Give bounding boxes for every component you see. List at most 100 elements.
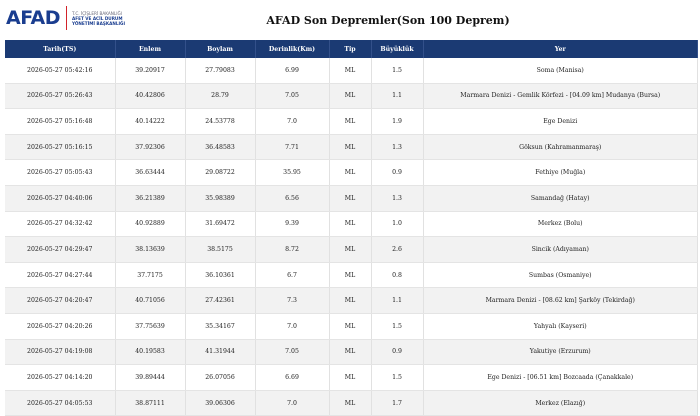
logo-sub-line3: YÖNETİMİ BAŞKANLIĞI: [71, 20, 126, 26]
cell-location: Sincik (Adıyaman): [423, 236, 698, 263]
cell-location: Fethiye (Muğla): [423, 159, 698, 186]
cell-latitude: 39.20917: [115, 58, 186, 84]
cell-magnitude: 1.5: [371, 364, 424, 391]
cell-date: 2026-05-27 04:27:44: [5, 262, 116, 289]
cell-longitude: 36.48583: [185, 134, 256, 161]
cell-longitude: 31.69472: [185, 211, 256, 238]
cell-depth: 6.99: [255, 58, 330, 84]
table-row[interactable]: 2026-05-27 04:27:44 37.7175 36.10361 6.7 ML 0…: [5, 262, 698, 289]
cell-latitude: 37.7175: [115, 262, 186, 289]
table-row[interactable]: 2026-05-27 05:05:43 36.63444 29.08722 35.95…: [5, 159, 698, 186]
column-header-date[interactable]: Tarih(TS): [5, 40, 116, 58]
table-row[interactable]: 2026-05-27 04:05:53 38.87111 39.06306 7.0 ML…: [5, 390, 698, 416]
cell-type: ML: [329, 185, 372, 212]
table-header-row: Tarih(TS) Enlem Boylam Derinlik(Km) Tip Büyük…: [5, 40, 698, 58]
cell-latitude: 36.63444: [115, 159, 186, 186]
logo-subtitle: T.C. İÇİŞLERİ BAKANLIĞI AFET VE ACİL DUR…: [72, 11, 125, 26]
cell-magnitude: 1.9: [371, 108, 424, 135]
cell-date: 2026-05-27 04:14:20: [5, 364, 116, 391]
cell-magnitude: 0.9: [371, 339, 424, 366]
cell-location: Merkez (Elazığ): [423, 390, 698, 416]
table-row[interactable]: 2026-05-27 04:20:26 37.75639 35.34167 7.0 ML…: [5, 313, 698, 340]
cell-date: 2026-05-27 04:05:53: [5, 390, 116, 416]
table-row[interactable]: 2026-05-27 05:16:15 37.92306 36.48583 7.71 M…: [5, 134, 698, 161]
cell-latitude: 37.92306: [115, 134, 186, 161]
table-row[interactable]: 2026-05-27 04:20:47 40.71056 27.42361 7.3 ML…: [5, 287, 698, 314]
cell-depth: 7.05: [255, 83, 330, 110]
cell-magnitude: 1.1: [371, 83, 424, 110]
cell-date: 2026-05-27 04:29:47: [5, 236, 116, 263]
cell-date: 2026-05-27 05:42:16: [5, 58, 116, 84]
cell-location: Ege Denizi: [423, 108, 698, 135]
cell-depth: 35.95: [255, 159, 330, 186]
table-row[interactable]: 2026-05-27 05:26:43 40.42806 28.79 7.05 ML 1.…: [5, 83, 698, 110]
cell-date: 2026-05-27 05:16:15: [5, 134, 116, 161]
cell-depth: 7.71: [255, 134, 330, 161]
table-row[interactable]: 2026-05-27 05:16:48 40.14222 24.53778 7.0 ML…: [5, 108, 698, 135]
table-body: 2026-05-27 05:42:16 39.20917 27.79083 6.99 M…: [5, 58, 698, 416]
cell-date: 2026-05-27 04:19:08: [5, 339, 116, 366]
table-row[interactable]: 2026-05-27 04:14:20 39.89444 26.07056 6.69 M…: [5, 364, 698, 391]
cell-magnitude: 1.3: [371, 134, 424, 161]
cell-latitude: 38.13639: [115, 236, 186, 263]
earthquake-table: Tarih(TS) Enlem Boylam Derinlik(Km) Tip Büyük…: [5, 40, 698, 416]
cell-magnitude: 1.3: [371, 185, 424, 212]
header: AFAD T.C. İÇİŞLERİ BAKANLIĞI AFET VE ACİ…: [0, 0, 700, 40]
cell-longitude: 27.42361: [185, 287, 256, 314]
cell-type: ML: [329, 339, 372, 366]
cell-magnitude: 1.1: [371, 287, 424, 314]
cell-depth: 8.72: [255, 236, 330, 263]
cell-location: Marmara Denizi - [08.62 km] Şarköy (Teki…: [423, 287, 698, 314]
column-header-magnitude[interactable]: Büyüklük: [371, 40, 424, 58]
logo-text: AFAD: [6, 7, 60, 29]
cell-type: ML: [329, 287, 372, 314]
cell-longitude: 24.53778: [185, 108, 256, 135]
column-header-longitude[interactable]: Boylam: [185, 40, 256, 58]
cell-date: 2026-05-27 05:26:43: [5, 83, 116, 110]
cell-location: Yahyalı (Kayseri): [423, 313, 698, 340]
cell-magnitude: 1.7: [371, 390, 424, 416]
cell-longitude: 35.98389: [185, 185, 256, 212]
cell-longitude: 29.08722: [185, 159, 256, 186]
cell-type: ML: [329, 236, 372, 263]
cell-location: Merkez (Bolu): [423, 211, 698, 238]
cell-depth: 7.0: [255, 313, 330, 340]
cell-type: ML: [329, 134, 372, 161]
cell-depth: 6.7: [255, 262, 330, 289]
cell-date: 2026-05-27 05:16:48: [5, 108, 116, 135]
cell-type: ML: [329, 390, 372, 416]
cell-latitude: 36.21389: [115, 185, 186, 212]
cell-longitude: 41.31944: [185, 339, 256, 366]
cell-location: Sumbas (Osmaniye): [423, 262, 698, 289]
table-row[interactable]: 2026-05-27 05:42:16 39.20917 27.79083 6.99 M…: [5, 58, 698, 84]
logo-sub-line2: AFET VE ACİL DURUM: [71, 15, 123, 21]
cell-longitude: 38.5175: [185, 236, 256, 263]
cell-latitude: 37.75639: [115, 313, 186, 340]
afad-logo[interactable]: AFAD T.C. İÇİŞLERİ BAKANLIĞI AFET VE ACİ…: [6, 6, 125, 30]
cell-magnitude: 0.8: [371, 262, 424, 289]
logo-divider: [65, 6, 67, 30]
cell-latitude: 40.42806: [115, 83, 186, 110]
column-header-location[interactable]: Yer: [423, 40, 698, 58]
cell-magnitude: 1.5: [371, 313, 424, 340]
cell-type: ML: [329, 313, 372, 340]
column-header-depth[interactable]: Derinlik(Km): [255, 40, 330, 58]
cell-longitude: 26.07056: [185, 364, 256, 391]
column-header-latitude[interactable]: Enlem: [115, 40, 186, 58]
cell-location: Marmara Denizi - Gemlik Körfezi - [04.09…: [423, 83, 698, 110]
table-row[interactable]: 2026-05-27 04:29:47 38.13639 38.5175 8.72 ML…: [5, 236, 698, 263]
cell-magnitude: 1.0: [371, 211, 424, 238]
cell-type: ML: [329, 108, 372, 135]
cell-longitude: 27.79083: [185, 58, 256, 84]
cell-date: 2026-05-27 04:20:47: [5, 287, 116, 314]
column-header-type[interactable]: Tip: [329, 40, 372, 58]
cell-depth: 6.69: [255, 364, 330, 391]
cell-date: 2026-05-27 04:32:42: [5, 211, 116, 238]
cell-latitude: 40.92889: [115, 211, 186, 238]
cell-depth: 6.56: [255, 185, 330, 212]
table-row[interactable]: 2026-05-27 04:32:42 40.92889 31.69472 9.39 M…: [5, 211, 698, 238]
table-row[interactable]: 2026-05-27 04:19:08 40.19583 41.31944 7.05 M…: [5, 339, 698, 366]
cell-depth: 7.0: [255, 108, 330, 135]
table-row[interactable]: 2026-05-27 04:40:06 36.21389 35.98389 6.56 M…: [5, 185, 698, 212]
cell-depth: 9.39: [255, 211, 330, 238]
